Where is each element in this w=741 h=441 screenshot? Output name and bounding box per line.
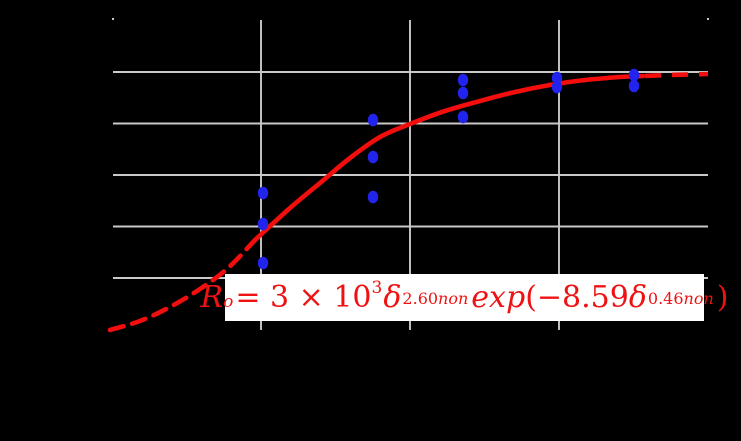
data-point: [551, 71, 563, 85]
formula-segment: R: [200, 279, 224, 315]
formula-subscript: non: [438, 288, 469, 308]
formula-segment: 2.60non: [402, 288, 469, 308]
fit-curve-solid: [252, 73, 646, 243]
data-point: [257, 217, 269, 231]
data-point: [367, 113, 379, 127]
frame-corner-mark: [112, 18, 114, 20]
formula-superscript: 0.46: [647, 288, 684, 308]
formula-segment: o: [223, 292, 234, 313]
fit-curve-dashed-right: [642, 71, 709, 79]
formula-segment: exp: [471, 279, 526, 315]
formula-superscript: 2.60: [402, 288, 439, 308]
data-point: [257, 186, 269, 200]
data-point: [628, 68, 640, 82]
data-point: [551, 80, 563, 94]
formula-segment: δ: [628, 279, 647, 315]
formula-segment: (−8.59: [525, 279, 629, 315]
formula-subscript: non: [683, 288, 714, 308]
formula-segment: 3: [371, 277, 383, 298]
formula-segment: 0.46non: [647, 288, 714, 308]
data-point: [628, 79, 640, 93]
data-point: [457, 110, 469, 124]
data-point: [367, 150, 379, 164]
formula-segment: δ: [383, 279, 402, 315]
data-point: [457, 73, 469, 87]
data-point: [257, 256, 269, 270]
formula-segment: ): [716, 279, 729, 315]
frame-corner-mark: [707, 18, 709, 20]
fit-curve-dashed-left: [107, 237, 258, 333]
data-point: [457, 86, 469, 100]
formula-segment: = 3 × 10: [235, 279, 372, 315]
data-point: [367, 190, 379, 204]
